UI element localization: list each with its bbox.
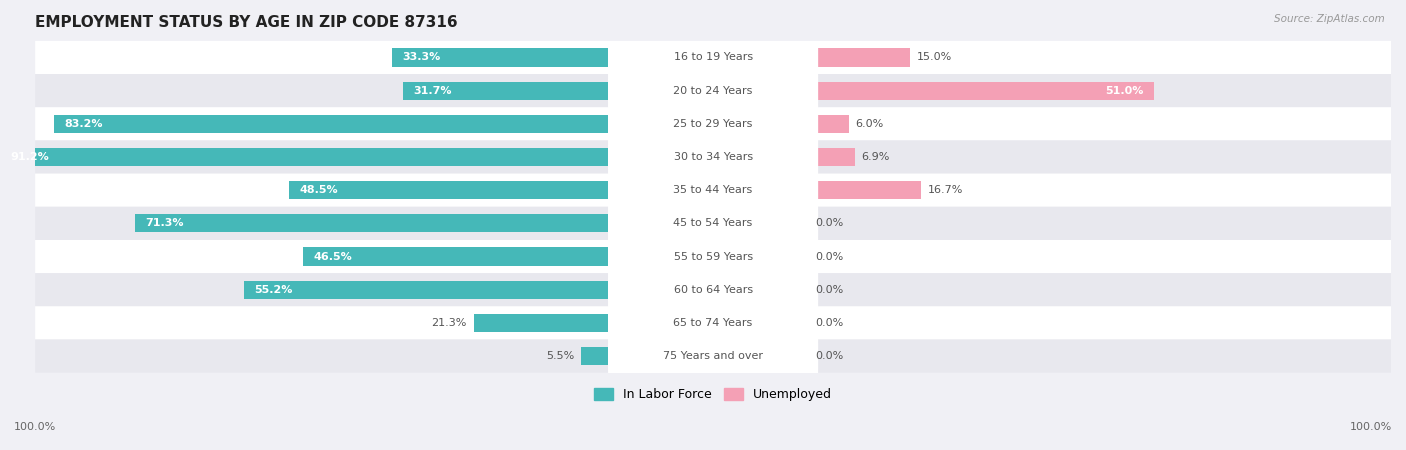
Bar [581,347,619,365]
Bar [135,214,619,233]
FancyBboxPatch shape [607,262,818,383]
Text: 83.2%: 83.2% [65,119,103,129]
Legend: In Labor Force, Unemployed: In Labor Force, Unemployed [589,383,837,406]
Text: 51.0%: 51.0% [1105,86,1143,96]
Text: 0.0%: 0.0% [814,252,844,261]
FancyBboxPatch shape [607,63,818,184]
Bar [808,115,849,133]
FancyBboxPatch shape [35,74,1391,107]
Bar [404,81,619,100]
Text: 21.3%: 21.3% [432,318,467,328]
FancyBboxPatch shape [607,130,818,251]
Bar [808,48,910,67]
FancyBboxPatch shape [35,174,1391,207]
Text: 20 to 24 Years: 20 to 24 Years [673,86,752,96]
Text: 5.5%: 5.5% [546,351,574,361]
FancyBboxPatch shape [607,30,818,151]
Text: 35 to 44 Years: 35 to 44 Years [673,185,752,195]
Text: 16.7%: 16.7% [928,185,963,195]
Text: 91.2%: 91.2% [10,152,49,162]
Text: EMPLOYMENT STATUS BY AGE IN ZIP CODE 87316: EMPLOYMENT STATUS BY AGE IN ZIP CODE 873… [35,15,458,30]
FancyBboxPatch shape [35,140,1391,174]
Text: 16 to 19 Years: 16 to 19 Years [673,53,752,63]
FancyBboxPatch shape [607,295,818,417]
Text: 6.0%: 6.0% [855,119,884,129]
Bar [808,81,1154,100]
Text: 60 to 64 Years: 60 to 64 Years [673,285,752,295]
FancyBboxPatch shape [35,107,1391,140]
Text: 75 Years and over: 75 Years and over [664,351,763,361]
FancyBboxPatch shape [607,96,818,218]
Bar [302,248,619,266]
Text: 6.9%: 6.9% [862,152,890,162]
FancyBboxPatch shape [607,162,818,284]
Bar [808,148,855,166]
FancyBboxPatch shape [35,41,1391,74]
Bar [0,148,619,166]
FancyBboxPatch shape [35,207,1391,240]
Text: 33.3%: 33.3% [402,53,441,63]
Text: 15.0%: 15.0% [917,53,952,63]
Bar [55,115,619,133]
Text: 25 to 29 Years: 25 to 29 Years [673,119,752,129]
Bar [808,181,921,199]
Text: 100.0%: 100.0% [1350,422,1392,432]
FancyBboxPatch shape [35,240,1391,273]
Bar [245,281,619,299]
Text: 46.5%: 46.5% [314,252,352,261]
Text: 48.5%: 48.5% [299,185,339,195]
FancyBboxPatch shape [35,339,1391,373]
Bar [474,314,619,332]
Text: 0.0%: 0.0% [814,318,844,328]
Text: 0.0%: 0.0% [814,285,844,295]
FancyBboxPatch shape [35,273,1391,306]
Text: 100.0%: 100.0% [14,422,56,432]
FancyBboxPatch shape [607,0,818,118]
Text: 65 to 74 Years: 65 to 74 Years [673,318,752,328]
Text: 0.0%: 0.0% [814,351,844,361]
FancyBboxPatch shape [607,229,818,351]
Text: 71.3%: 71.3% [145,218,183,228]
Text: 45 to 54 Years: 45 to 54 Years [673,218,752,228]
FancyBboxPatch shape [607,196,818,317]
Text: 55.2%: 55.2% [254,285,292,295]
Text: 0.0%: 0.0% [814,218,844,228]
Text: 55 to 59 Years: 55 to 59 Years [673,252,752,261]
FancyBboxPatch shape [35,306,1391,339]
Text: 30 to 34 Years: 30 to 34 Years [673,152,752,162]
Bar [392,48,619,67]
Text: 31.7%: 31.7% [413,86,451,96]
Text: Source: ZipAtlas.com: Source: ZipAtlas.com [1274,14,1385,23]
Bar [290,181,619,199]
